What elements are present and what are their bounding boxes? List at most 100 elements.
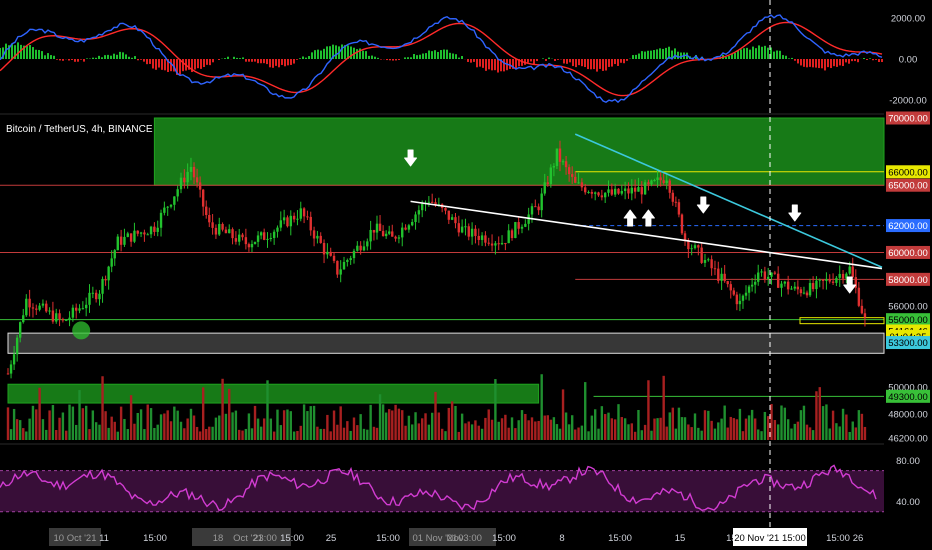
volume-bar xyxy=(309,406,312,440)
macd-histogram-bar xyxy=(416,55,418,59)
macd-histogram-bar xyxy=(194,59,196,70)
volume-bar xyxy=(620,417,624,440)
candle-body xyxy=(9,364,13,374)
macd-histogram-bar xyxy=(881,59,883,63)
macd-histogram-bar xyxy=(410,57,412,59)
volume-bar xyxy=(437,412,441,440)
volume-bar xyxy=(61,412,65,440)
macd-histogram-bar xyxy=(104,55,106,59)
volume-bar xyxy=(238,429,241,440)
volume-bar xyxy=(825,404,828,440)
candle-body xyxy=(811,283,815,290)
candle-body xyxy=(397,237,401,239)
horizontal-levels xyxy=(0,171,885,397)
macd-histogram-bar xyxy=(491,59,493,71)
candle-body xyxy=(228,229,231,234)
macd-histogram-bar xyxy=(728,55,730,59)
macd-histogram-bar xyxy=(674,48,676,59)
macd-histogram-bar xyxy=(641,51,643,59)
macd-histogram-bar xyxy=(521,59,523,66)
volume-bar xyxy=(564,412,568,440)
candle-body xyxy=(524,223,527,227)
candle-body xyxy=(401,227,404,238)
candle-body xyxy=(710,259,713,269)
macd-histogram-bar xyxy=(272,59,274,68)
candle-body xyxy=(726,281,729,285)
macd-histogram-bar xyxy=(842,59,844,67)
candle-body xyxy=(149,226,153,235)
price-axis[interactable]: 70000.00 66000.00 65000.00 62000.00 60000.00… xyxy=(886,14,930,508)
candle-body xyxy=(253,241,257,245)
macd-histogram-bar xyxy=(497,59,499,73)
candle-body xyxy=(192,166,196,178)
candle-body xyxy=(129,233,133,242)
macd-histogram-bar xyxy=(461,56,463,59)
candle-body xyxy=(863,313,867,318)
volume-bar xyxy=(514,428,517,440)
macd-histogram-bar xyxy=(131,57,133,59)
volume-bar xyxy=(169,421,173,440)
candle-body xyxy=(136,230,139,234)
volume-bar xyxy=(524,413,527,440)
macd-histogram-bar xyxy=(260,59,262,64)
candle-body xyxy=(269,237,273,239)
candle-body xyxy=(540,193,543,211)
candle-body xyxy=(860,305,864,314)
candle-body xyxy=(650,180,653,185)
candle-body xyxy=(796,286,800,290)
macd-histogram-bar xyxy=(413,54,415,59)
volume-bar xyxy=(173,406,176,440)
macd-histogram-bar xyxy=(152,59,154,69)
macd-histogram-bar xyxy=(806,59,808,68)
volume-bar xyxy=(537,420,540,440)
volume-bar xyxy=(241,430,244,440)
volume-bar xyxy=(454,405,457,440)
macd-histogram-bar xyxy=(815,59,817,68)
volume-bar xyxy=(753,418,757,440)
candle-body xyxy=(662,180,665,184)
price-label-bg xyxy=(886,178,930,192)
volume-bar xyxy=(133,423,136,440)
volume-bar xyxy=(490,419,494,440)
price-label-bg xyxy=(886,111,930,125)
macd-histogram-bar xyxy=(458,57,460,59)
macd-histogram-bar xyxy=(326,46,328,59)
candle-body xyxy=(763,271,767,279)
candle-body xyxy=(549,167,553,185)
support-circle-marker xyxy=(72,321,91,340)
candle-body xyxy=(169,204,173,207)
macd-histogram-bar xyxy=(563,59,565,64)
macd-histogram-bar xyxy=(341,44,343,59)
macd-histogram-bar xyxy=(377,57,379,59)
volume-bar xyxy=(766,416,770,440)
macd-histogram-bar xyxy=(314,50,316,59)
volume-bar xyxy=(567,424,571,440)
price-axis-label: 56000.00 xyxy=(888,302,928,313)
volume-bar xyxy=(342,427,346,440)
macd-histogram-bar xyxy=(818,59,820,69)
macd-histogram-bar xyxy=(614,59,616,65)
candle-body xyxy=(342,261,346,270)
volume-bar xyxy=(394,404,397,440)
volume-bar xyxy=(262,418,266,440)
volume-bar xyxy=(286,409,289,440)
volume-bar xyxy=(414,412,417,440)
candle-body xyxy=(497,243,500,245)
macd-histogram-bar xyxy=(92,57,94,59)
macd-histogram-bar xyxy=(449,52,451,59)
time-axis-label: 18 xyxy=(213,533,224,544)
candle-body xyxy=(831,281,835,283)
macd-histogram-bar xyxy=(857,59,859,63)
candle-body xyxy=(546,182,549,185)
volume-bar xyxy=(316,426,319,440)
macd-histogram-bar xyxy=(500,59,502,72)
candle-body xyxy=(647,182,650,185)
volume-bar xyxy=(253,405,257,440)
volume-bar xyxy=(656,418,659,440)
macd-histogram-bar xyxy=(503,59,505,72)
volume-bar xyxy=(805,424,809,440)
macd-histogram-bar xyxy=(770,47,772,59)
macd-histogram-bar xyxy=(557,59,559,60)
